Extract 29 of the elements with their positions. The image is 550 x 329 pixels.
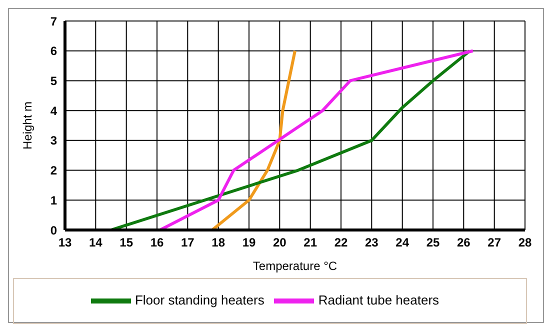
x-tick-label: 24 [396,236,410,250]
x-tick-label: 16 [150,236,164,250]
x-tick-label: 20 [272,236,287,250]
x-tick-label: 17 [180,236,195,250]
line-series [210,49,296,230]
x-tick-label: 13 [58,236,72,250]
y-tick-label: 3 [50,134,58,148]
y-tick-label: 0 [50,223,58,238]
x-tick-label: 22 [334,236,348,250]
y-tick-label: 4 [50,104,58,118]
y-tick-label: 2 [50,164,58,178]
x-tick-label: 25 [426,236,440,250]
y-axis-title: Height m [20,101,34,150]
x-tick-label: 27 [488,236,502,250]
y-tick-label: 1 [50,193,58,208]
y-tick-label: 5 [50,74,58,88]
x-axis-title: Temperature °C [252,259,338,273]
x-tick-label: 28 [518,236,532,250]
x-tick-label: 23 [364,236,379,250]
x-tick-label: 26 [456,236,471,250]
legend-label: Floor standing heaters [134,292,264,308]
x-tick-label: 18 [212,236,226,250]
x-tick-label: 21 [304,236,318,250]
legend-label: Radiant tube heaters [318,292,440,308]
x-tick-label: 15 [120,236,134,250]
x-tick-label: 19 [242,236,256,250]
x-tick-label: 14 [88,236,103,250]
y-tick-label: 6 [50,44,58,58]
y-tick-label: 7 [50,14,58,28]
